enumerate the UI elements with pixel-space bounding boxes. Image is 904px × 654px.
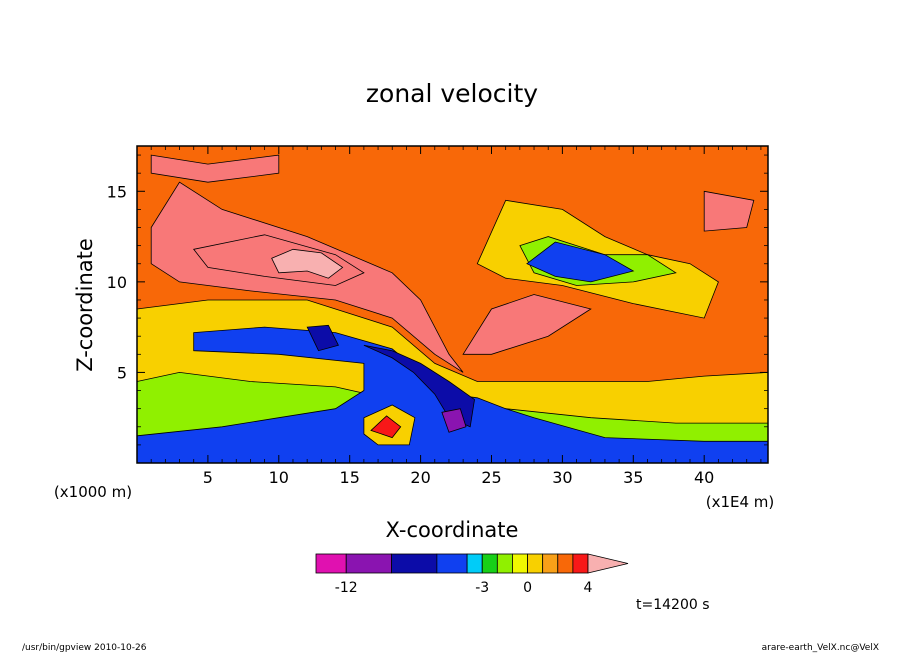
colorbar-segment	[436, 553, 468, 574]
x-axis-ticks: 5 10 15 20 25 30 35 40	[150, 146, 762, 487]
colorbar-tick-label: -3	[475, 580, 489, 596]
y-unit-label: (x1000 m)	[54, 483, 132, 501]
chart-title: zonal velocity	[366, 79, 538, 108]
colorbar-segment	[315, 553, 347, 574]
colorbar-tick-label: 0	[523, 580, 532, 596]
y-axis-title: Z-coordinate	[73, 238, 97, 372]
y-tick-label: 5	[117, 363, 127, 382]
colorbar-segment	[527, 553, 544, 574]
footer-program: /usr/bin/gpview 2010-10-26	[22, 643, 147, 653]
contour-region-6	[703, 190, 755, 232]
y-axis-ticks: 5 10 15	[107, 154, 768, 446]
contour-region-1	[150, 154, 280, 183]
contour-region-12	[526, 241, 635, 283]
x-unit-label: (x1E4 m)	[706, 493, 775, 511]
plot-area	[137, 146, 768, 463]
x-axis-title: X-coordinate	[386, 518, 519, 542]
x-tick-label: 30	[552, 468, 572, 487]
colorbar-segment	[481, 553, 498, 574]
plot-frame	[136, 145, 769, 464]
colorbar-ticks: -12 -3 0 4	[335, 580, 593, 596]
colorbar-segment	[512, 553, 528, 574]
colorbar-segment	[345, 553, 392, 574]
contour-region-14	[363, 344, 475, 428]
x-tick-label: 15	[340, 468, 360, 487]
contour-region-5	[462, 294, 592, 355]
footer-file: arare-earth_VelX.nc@VelX	[762, 643, 879, 653]
x-tick-label: 10	[269, 468, 289, 487]
y-tick-label: 10	[107, 273, 127, 292]
colorbar-segment	[557, 553, 574, 574]
contour-region-4	[271, 248, 344, 279]
contour-region-17	[370, 415, 402, 439]
colorbar-segment	[572, 553, 589, 574]
colorbar-segment	[466, 553, 483, 574]
colorbar-segment	[496, 553, 513, 574]
x-tick-label: 40	[694, 468, 714, 487]
colorbar	[315, 553, 629, 574]
colorbar-segment	[542, 553, 559, 574]
contour-region-13	[306, 324, 339, 352]
x-tick-label: 25	[481, 468, 501, 487]
y-tick-label: 15	[107, 182, 127, 201]
x-tick-label: 35	[623, 468, 643, 487]
time-label: t=14200 s	[636, 597, 710, 613]
x-tick-label: 5	[203, 468, 213, 487]
colorbar-segment	[391, 553, 438, 574]
colorbar-tick-label: -12	[335, 580, 358, 596]
x-tick-label: 20	[410, 468, 430, 487]
colorbar-extend-arrow	[587, 553, 629, 574]
contour-region-15	[441, 408, 467, 433]
colorbar-tick-label: 4	[584, 580, 593, 596]
